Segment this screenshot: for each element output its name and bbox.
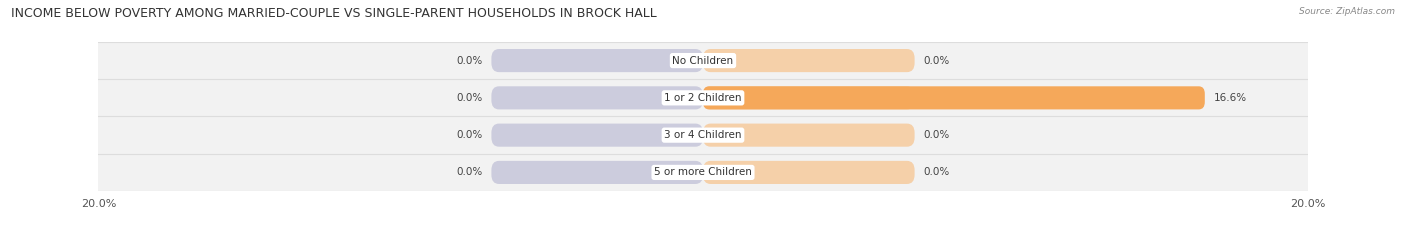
FancyBboxPatch shape: [703, 123, 915, 147]
Text: 0.0%: 0.0%: [456, 93, 482, 103]
Text: 0.0%: 0.0%: [924, 56, 950, 65]
FancyBboxPatch shape: [83, 116, 1323, 154]
Text: 16.6%: 16.6%: [1213, 93, 1247, 103]
Text: 0.0%: 0.0%: [456, 56, 482, 65]
Text: INCOME BELOW POVERTY AMONG MARRIED-COUPLE VS SINGLE-PARENT HOUSEHOLDS IN BROCK H: INCOME BELOW POVERTY AMONG MARRIED-COUPL…: [11, 7, 657, 20]
FancyBboxPatch shape: [703, 86, 1205, 110]
FancyBboxPatch shape: [492, 86, 703, 110]
Text: 0.0%: 0.0%: [456, 168, 482, 177]
FancyBboxPatch shape: [703, 86, 915, 110]
FancyBboxPatch shape: [83, 154, 1323, 191]
FancyBboxPatch shape: [492, 123, 703, 147]
FancyBboxPatch shape: [492, 161, 703, 184]
Text: Source: ZipAtlas.com: Source: ZipAtlas.com: [1299, 7, 1395, 16]
Text: 3 or 4 Children: 3 or 4 Children: [664, 130, 742, 140]
Text: No Children: No Children: [672, 56, 734, 65]
Text: 1 or 2 Children: 1 or 2 Children: [664, 93, 742, 103]
FancyBboxPatch shape: [83, 79, 1323, 116]
FancyBboxPatch shape: [703, 161, 915, 184]
FancyBboxPatch shape: [83, 42, 1323, 79]
Text: 0.0%: 0.0%: [456, 130, 482, 140]
Text: 5 or more Children: 5 or more Children: [654, 168, 752, 177]
Text: 0.0%: 0.0%: [924, 130, 950, 140]
Text: 0.0%: 0.0%: [924, 168, 950, 177]
FancyBboxPatch shape: [703, 49, 915, 72]
FancyBboxPatch shape: [492, 49, 703, 72]
